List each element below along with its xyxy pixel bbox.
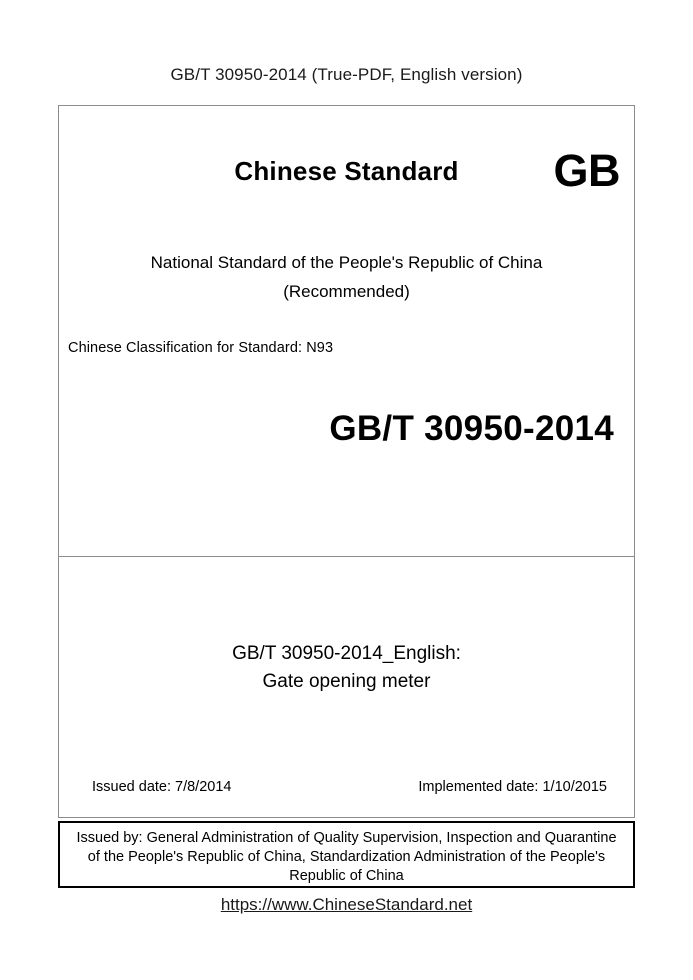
page-title: Chinese Standard bbox=[234, 156, 459, 186]
dates-row: Issued date: 7/8/2014 Implemented date: … bbox=[59, 779, 634, 799]
cover-upper-panel: Chinese Standard GB National Standard of… bbox=[59, 106, 634, 557]
national-standard-subtitle: National Standard of the People's Republ… bbox=[59, 248, 634, 306]
site-url-link[interactable]: https://www.ChineseStandard.net bbox=[220, 895, 473, 914]
implemented-date: Implemented date: 1/10/2015 bbox=[418, 779, 607, 795]
english-title: GB/T 30950-2014_English: Gate opening me… bbox=[59, 640, 634, 696]
gb-logo: GB bbox=[553, 145, 621, 196]
issued-date: Issued date: 7/8/2014 bbox=[92, 779, 232, 795]
issuer-box: Issued by: General Administration of Qua… bbox=[58, 821, 635, 888]
english-title-line-1: GB/T 30950-2014_English: bbox=[232, 643, 461, 664]
issuer-text: Issued by: General Administration of Qua… bbox=[76, 830, 617, 884]
cover-lower-panel: GB/T 30950-2014_English: Gate opening me… bbox=[59, 558, 634, 818]
national-standard-line-2: (Recommended) bbox=[283, 282, 410, 301]
classification-label: Chinese Classification for Standard: N93 bbox=[68, 340, 334, 356]
standard-number: GB/T 30950-2014 bbox=[329, 409, 614, 448]
title-row: Chinese Standard GB bbox=[59, 148, 634, 204]
footer: https://www.ChineseStandard.net bbox=[0, 895, 693, 915]
document-header-title: GB/T 30950-2014 (True-PDF, English versi… bbox=[170, 65, 523, 84]
national-standard-line-1: National Standard of the People's Republ… bbox=[150, 253, 543, 272]
english-title-line-2: Gate opening meter bbox=[262, 671, 431, 692]
cover-frame: Chinese Standard GB National Standard of… bbox=[58, 105, 635, 818]
